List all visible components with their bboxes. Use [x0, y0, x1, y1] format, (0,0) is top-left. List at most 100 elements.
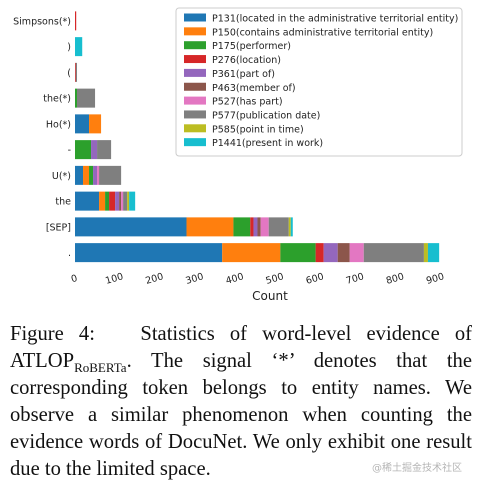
- legend-frame: [175, 7, 463, 157]
- bar-segment-8-series-7: [121, 191, 124, 211]
- legend-swatch: [184, 41, 206, 50]
- bar-segment-8-series-8: [123, 191, 128, 211]
- caption-label: Figure 4:: [10, 323, 95, 345]
- legend-label: P585(point in time): [212, 124, 304, 135]
- legend-label: P527(has part): [212, 97, 283, 108]
- bar-segment-6-series-3: [75, 140, 92, 160]
- legend-label: P276(location): [212, 55, 281, 66]
- bar-segment-4-series-8: [77, 88, 96, 108]
- x-axis-label: Count: [252, 289, 288, 303]
- bar-segment-7-series-1: [75, 165, 84, 185]
- bar-segment-1-series-4: [75, 11, 77, 31]
- caption-text-before: Statistics of word-level evidence of ATL…: [10, 323, 473, 372]
- y-tick-label: (: [67, 68, 71, 79]
- legend-label: P131(located in the administrative terri…: [212, 14, 458, 25]
- bar-segment-10-series-3: [280, 243, 316, 263]
- bar-segment-9-series-7: [260, 217, 269, 237]
- bar-segment-7-series-5: [93, 165, 98, 185]
- y-tick-label: Ho(*): [46, 119, 71, 130]
- stacked-bar-chart: Simpsons(*)) ( the(*) Ho(*) - U(*) the [SEP]. 0…: [13, 7, 463, 303]
- watermark: @稀土掘金技术社区: [372, 463, 462, 474]
- x-tick-label: 0: [70, 273, 79, 285]
- legend-swatch: [184, 124, 206, 133]
- bar-segment-9-series-2: [186, 217, 234, 237]
- figure-caption: Figure 4: Statistics of word-level evide…: [10, 321, 472, 483]
- bar-segment-10-series-8: [363, 243, 424, 263]
- bar-segment-7-series-8: [99, 165, 122, 185]
- bar-segment-10-series-5: [323, 243, 338, 263]
- y-tick-label: [SEP]: [46, 222, 71, 233]
- bar-segment-9-series-6: [257, 217, 261, 237]
- x-tick-label: 800: [385, 271, 405, 287]
- bar-segment-10-series-7: [349, 243, 364, 263]
- bar-segment-8-series-3: [105, 191, 110, 211]
- bar-segment-8-series-1: [75, 191, 100, 211]
- bar-segment-10-series-6: [337, 243, 350, 263]
- legend-label: P175(performer): [212, 41, 291, 52]
- x-tick-label: 700: [345, 271, 365, 287]
- x-tick-label: 200: [144, 271, 164, 287]
- x-tick-label: 400: [224, 271, 244, 287]
- y-tick-label: the: [55, 197, 71, 208]
- bar-segment-9-series-3: [233, 217, 251, 237]
- y-tick-label: U(*): [52, 171, 71, 182]
- legend-swatch: [184, 55, 206, 64]
- bars-group: [75, 11, 440, 263]
- caption-text-after: . The signal ‘*’ denotes that the corres…: [10, 350, 472, 480]
- bar-segment-10-series-4: [315, 243, 324, 263]
- legend-swatch: [184, 138, 206, 147]
- bar-segment-4-series-3: [75, 88, 78, 108]
- legend-label: P150(contains administrative territorial…: [212, 27, 433, 38]
- bar-segment-6-series-8: [97, 140, 112, 160]
- bar-segment-6-series-5: [91, 140, 98, 160]
- y-axis: Simpsons(*)) ( the(*) Ho(*) - U(*) the [SEP].: [13, 16, 71, 259]
- bar-segment-7-series-7: [97, 165, 100, 185]
- bar-segment-9-series-1: [75, 217, 187, 237]
- x-tick-label: 600: [305, 271, 325, 287]
- bar-segment-8-series-4: [109, 191, 116, 211]
- legend: P131(located in the administrative terri…: [175, 7, 463, 157]
- bar-segment-7-series-2: [83, 165, 90, 185]
- bar-segment-2-series-10: [75, 37, 83, 57]
- bar-segment-3-series-4: [75, 62, 76, 82]
- x-tick-label: 100: [104, 271, 124, 287]
- bar-segment-9-series-10: [290, 217, 293, 237]
- x-tick-label: 300: [184, 271, 204, 287]
- bar-segment-8-series-9: [127, 191, 130, 211]
- legend-label: P577(publication date): [212, 110, 320, 121]
- bar-segment-10-series-1: [75, 243, 223, 263]
- y-tick-label: the(*): [43, 94, 71, 105]
- y-tick-label: Simpsons(*): [13, 16, 71, 27]
- x-tick-label: 900: [425, 271, 445, 287]
- legend-label: P361(part of): [212, 69, 275, 80]
- bar-segment-8-series-6: [119, 191, 122, 211]
- bar-segment-8-series-5: [115, 191, 120, 211]
- caption-subscript: RoBERTa: [74, 360, 127, 376]
- y-tick-label: ): [67, 42, 71, 53]
- bar-segment-10-series-10: [427, 243, 440, 263]
- bar-segment-9-series-5: [253, 217, 258, 237]
- legend-swatch: [184, 82, 206, 91]
- legend-swatch: [184, 13, 206, 22]
- legend-swatch: [184, 110, 206, 119]
- bar-segment-8-series-2: [99, 191, 106, 211]
- bar-segment-10-series-2: [222, 243, 281, 263]
- y-tick-label: -: [68, 145, 71, 156]
- legend-swatch: [184, 27, 206, 36]
- bar-segment-5-series-1: [75, 114, 90, 134]
- legend-swatch: [184, 96, 206, 105]
- bar-segment-9-series-4: [250, 217, 254, 237]
- bar-segment-8-series-10: [129, 191, 136, 211]
- legend-label: P1441(present in work): [212, 138, 323, 149]
- bar-segment-7-series-3: [89, 165, 94, 185]
- bar-segment-9-series-8: [268, 217, 289, 237]
- bar-segment-5-series-2: [89, 114, 102, 134]
- x-axis: 0 100 200 300 400 500 600 700 800 900: [70, 271, 446, 287]
- legend-label: P463(member of): [212, 83, 296, 94]
- bar-segment-9-series-9: [288, 217, 291, 237]
- legend-swatch: [184, 68, 206, 77]
- bar-segment-10-series-9: [423, 243, 428, 263]
- bar-segment-3-series-8: [75, 62, 78, 82]
- x-tick-label: 500: [265, 271, 285, 287]
- y-tick-label: .: [68, 248, 71, 259]
